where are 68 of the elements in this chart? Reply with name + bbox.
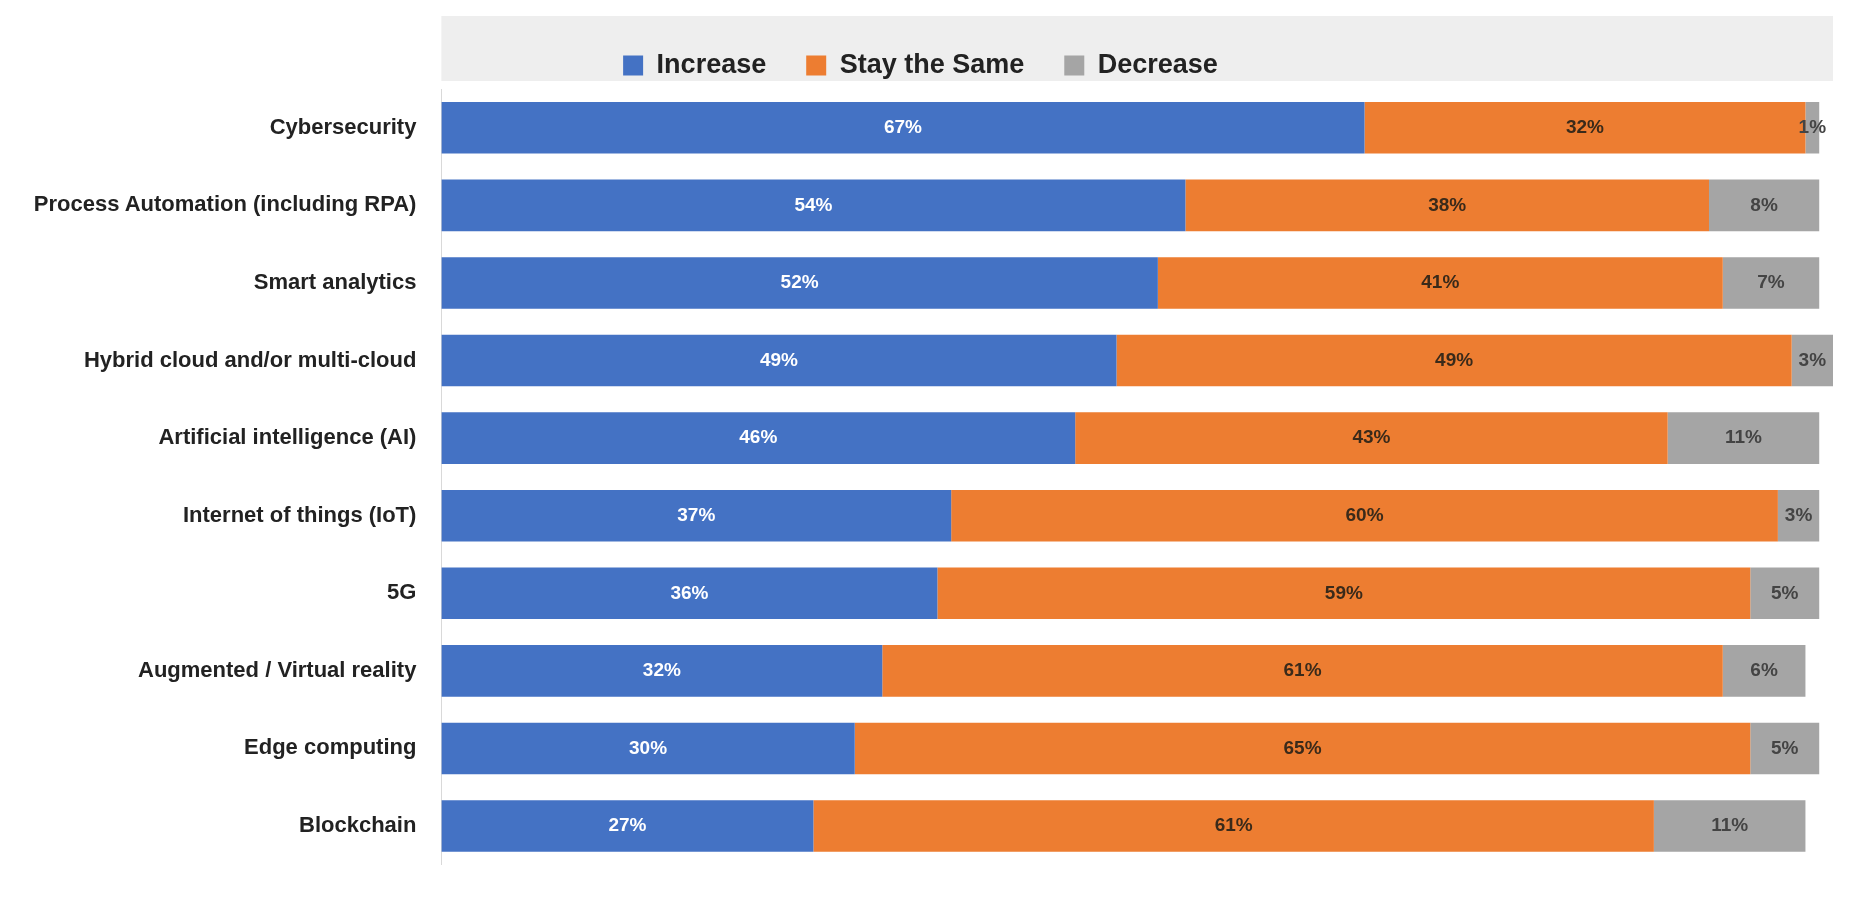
y-tick-label: 5G [387,579,417,605]
bar [441,412,1076,464]
data-label: 32% [642,659,681,681]
bar [882,645,1723,697]
data-label: 32% [1565,116,1605,138]
bar [441,102,1365,154]
bar [813,800,1654,852]
bar [441,722,855,775]
bar [441,645,883,697]
data-label: 5% [1771,581,1799,603]
bar [1750,722,1820,775]
bar [441,257,1158,309]
data-label: 30% [629,736,668,758]
data-label: 49% [1435,348,1474,370]
bar [441,800,814,852]
data-label: 37% [677,503,716,525]
y-tick-label: Edge computing [244,734,417,760]
data-label: 5% [1771,736,1799,758]
data-label: 46% [739,426,778,448]
data-label: 43% [1352,426,1391,448]
bar [1722,645,1806,697]
bar [1709,179,1820,232]
legend-label: Stay the Same [839,48,1025,79]
legend-label: Decrease [1097,48,1218,79]
data-label: 36% [670,581,709,603]
bar [1653,800,1806,852]
data-label: 6% [1750,659,1778,681]
bar [1116,334,1792,387]
bar [854,722,1751,775]
bar [951,489,1778,542]
bar [441,334,1117,387]
data-label: 11% [1711,814,1749,836]
data-label: 61% [1214,814,1253,836]
data-label: 11% [1724,426,1763,448]
data-label: 60% [1345,503,1384,525]
y-tick-label: Artificial intelligence (AI) [158,424,417,450]
data-label: 54% [794,193,833,215]
y-tick-label: Blockchain [299,812,417,838]
bar [441,567,938,620]
data-label: 61% [1283,659,1322,681]
data-label: 67% [883,116,923,138]
data-label: 59% [1324,581,1363,603]
bar [1075,412,1668,464]
data-label: 52% [780,271,819,293]
bar [1722,257,1820,309]
bar [1157,257,1723,309]
y-tick-label: Augmented / Virtual reality [138,656,418,682]
y-tick-label: Cybersecurity [269,113,418,139]
data-label: 8% [1750,193,1778,215]
y-tick-label: Hybrid cloud and/or multi-cloud [83,346,417,372]
data-label: 7% [1757,271,1785,293]
bar [1667,412,1820,464]
data-label: 3% [1784,503,1813,525]
bar [441,489,952,542]
y-tick-label: Internet of things (IoT) [182,501,417,527]
legend-label: Increase [656,48,767,79]
y-tick-label: Process Automation (including RPA) [33,191,417,217]
data-label: 38% [1428,193,1467,215]
bar [1185,179,1709,232]
data-label: 3% [1798,348,1827,370]
y-tick-label: Smart analytics [253,269,417,295]
data-label: 41% [1421,271,1460,293]
bar [441,179,1186,232]
data-label: 49% [759,348,799,370]
bar [1750,567,1820,620]
bar [937,567,1751,620]
data-label: 65% [1283,736,1322,758]
data-label: 27% [608,814,647,836]
